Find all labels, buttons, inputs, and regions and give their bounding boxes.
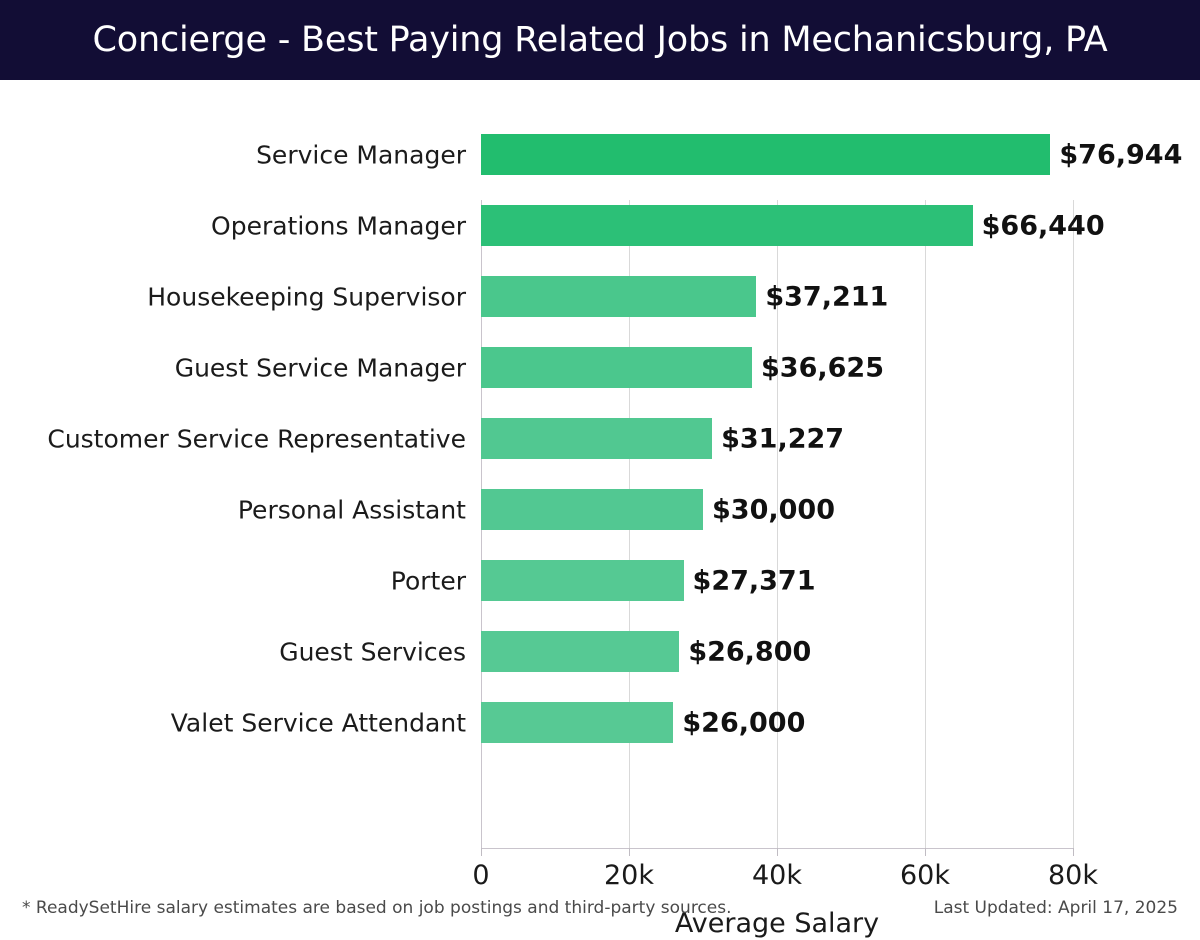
- plot-area: 0 20k 40k 60k 80k Service Manager $76,944 Oper…: [0, 80, 1200, 939]
- x-axis-tick-label: 40k: [752, 860, 802, 891]
- gridline: [1073, 200, 1074, 848]
- x-axis-tick-label: 60k: [900, 860, 950, 891]
- bar-row[interactable]: Customer Service Representative $31,227: [0, 418, 1200, 459]
- bar[interactable]: [481, 205, 973, 246]
- bar[interactable]: [481, 702, 674, 743]
- bar[interactable]: [481, 347, 753, 388]
- bar-row[interactable]: Service Manager $76,944: [0, 134, 1200, 175]
- x-axis-tick: [1073, 848, 1074, 856]
- bar[interactable]: [481, 489, 703, 530]
- gridline: [777, 200, 778, 848]
- bar-value-label: $26,800: [688, 636, 812, 667]
- x-axis-tick: [777, 848, 778, 856]
- bar-value-label: $27,371: [692, 565, 816, 596]
- footer-disclaimer: * ReadySetHire salary estimates are base…: [22, 898, 732, 918]
- bar-value-label: $66,440: [981, 210, 1105, 241]
- gridline: [925, 200, 926, 848]
- x-axis-tick-label: 80k: [1048, 860, 1098, 891]
- footer-last-updated: Last Updated: April 17, 2025: [933, 898, 1178, 918]
- bar-row[interactable]: Porter $27,371: [0, 560, 1200, 601]
- x-axis-tick-label: 20k: [604, 860, 654, 891]
- bar-value-label: $26,000: [682, 707, 806, 738]
- bar-value-label: $76,944: [1059, 139, 1183, 170]
- bar-row[interactable]: Guest Service Manager $36,625: [0, 347, 1200, 388]
- bar[interactable]: [481, 418, 713, 459]
- bar-row[interactable]: Valet Service Attendant $26,000: [0, 702, 1200, 743]
- bar[interactable]: [481, 276, 757, 317]
- bar-row[interactable]: Operations Manager $66,440: [0, 205, 1200, 246]
- bar[interactable]: [481, 631, 680, 672]
- category-label: Service Manager: [256, 140, 466, 169]
- bar-value-label: $30,000: [712, 494, 835, 525]
- bar-value-label: $31,227: [721, 423, 845, 454]
- category-label: Valet Service Attendant: [170, 708, 466, 737]
- x-axis-tick: [629, 848, 630, 856]
- category-label: Personal Assistant: [237, 495, 466, 524]
- category-label: Porter: [390, 566, 466, 595]
- bar[interactable]: [481, 134, 1051, 175]
- bar-row[interactable]: Guest Services $26,800: [0, 631, 1200, 672]
- bar-value-label: $37,211: [765, 281, 889, 312]
- x-axis-tick-label: 0: [472, 860, 490, 891]
- bar-value-label: $36,625: [761, 352, 884, 383]
- category-label: Guest Services: [279, 637, 466, 666]
- chart-header: Concierge - Best Paying Related Jobs in …: [0, 0, 1200, 80]
- x-axis-tick: [925, 848, 926, 856]
- bar[interactable]: [481, 560, 684, 601]
- page-title: Concierge - Best Paying Related Jobs in …: [92, 20, 1108, 60]
- chart-footer: * ReadySetHire salary estimates are base…: [0, 888, 1200, 940]
- x-axis-title: Average Salary: [674, 908, 880, 939]
- bar-row[interactable]: Housekeeping Supervisor $37,211: [0, 276, 1200, 317]
- category-label: Housekeeping Supervisor: [147, 282, 466, 311]
- category-label: Operations Manager: [211, 211, 466, 240]
- category-label: Guest Service Manager: [174, 353, 466, 382]
- category-label: Customer Service Representative: [47, 424, 466, 453]
- bar-row[interactable]: Personal Assistant $30,000: [0, 489, 1200, 530]
- x-axis-tick: [481, 848, 482, 856]
